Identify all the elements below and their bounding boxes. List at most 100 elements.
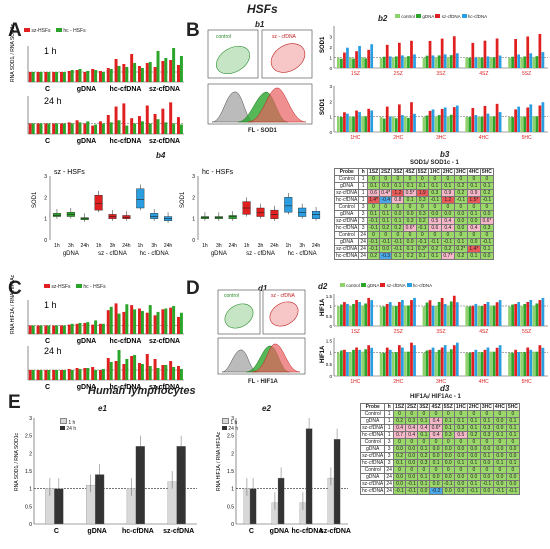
table-cell: 1.9 [415,189,429,197]
table-cell: 0 [453,231,468,239]
table-cell: 0 [427,175,442,183]
y-tick-label: 1.5 [227,469,234,475]
y-axis-label: SOD1 [32,191,38,208]
table-row: Control 24 0 0 0 0 0 0 0 0 0 0 [359,466,520,474]
bar [492,305,496,326]
box [94,195,103,211]
table-cell: Control [333,203,360,211]
bar [410,40,413,68]
bar [172,123,176,134]
bar [431,305,435,326]
bar [153,113,157,134]
table-cell: 0 [466,466,481,474]
table-cell: -0.1 [453,196,468,204]
bar [75,368,79,380]
table-cell: 0.1 [441,417,455,425]
legend-swatch-1h [60,418,67,424]
bar [336,117,340,132]
bar [176,446,186,525]
table-cell: 0.2 [466,431,481,439]
bar [495,302,499,326]
y-tick-label: 0.5 [227,504,234,510]
table-cell: 0.3 [479,431,494,439]
bar [98,71,102,82]
sublabel-d2: d2 [318,282,328,291]
bar [517,302,521,326]
table-cell: sz-cfDNA [359,452,386,460]
bar [428,110,432,132]
legend-b2: control gDNA sz-cfDNA hc-cfDNA [395,14,487,19]
bar [156,51,160,82]
bar [55,123,59,134]
bar [367,297,371,326]
y-tick-label: 1.5 [326,294,333,299]
legend-label-hc: hc - HSFs [63,28,86,34]
bar [486,56,490,68]
legend-swatch-gdna [416,14,422,18]
table-cell: 0.1 [417,480,431,488]
bar [468,306,472,326]
legend-swatch-sz [24,28,30,32]
bar [388,349,392,376]
bar [468,352,472,376]
bar [333,439,341,525]
chart-c-24h: 24 h C gDNA hc-cfDNA sz-cfDNA [27,346,184,391]
table-cell: 0.8 [391,196,405,204]
bar [133,63,137,82]
bar [489,305,493,326]
table-cell: -0.1 [492,487,507,495]
y-tick-label: 2 [329,99,332,104]
time-tick-label: 1h [285,243,291,249]
table-cell: 0 [453,438,468,446]
table-header-cell: 3SZ [391,168,405,176]
bar [535,116,539,132]
bar [452,345,456,376]
bar [176,317,180,334]
bar [535,351,539,376]
bar [361,305,364,326]
bar [161,365,165,380]
bar [382,118,386,132]
table-cell: 0.0 [453,452,468,460]
table-cell: 0.1 [440,182,455,190]
bar [59,72,63,82]
group-label: hc - cfDNA [140,251,169,257]
bar [434,116,438,132]
table-cell: 0.0 [440,210,455,218]
table-cell: 0.4 [440,217,455,225]
table-cell: 0.1 [466,210,481,218]
table-header-cell: 1SZ [366,168,381,176]
bar [340,350,343,376]
legend-label-szcf: sz-cfDNA [386,283,406,288]
table-header-cell: 4SZ [403,168,417,176]
table-cell: 0.6* [403,224,417,232]
category-label: 3SZ [436,329,445,335]
bar [75,70,79,82]
bar [70,323,74,334]
bar [31,370,35,380]
table-cell: 0 [405,466,419,474]
bar [443,304,447,326]
bar [498,345,502,376]
table-cell: -0.1 [505,487,520,495]
bar [169,60,173,82]
bar [517,106,521,132]
table-cell: 0.1 [392,459,407,467]
bar [449,55,453,68]
table-row: gDNA 24 -0.1 -0.1 -0.1 0.0 -0.1 -0.1 -0.1 0.1 0.0-… [333,238,494,246]
bar [538,33,542,68]
bar [91,324,95,334]
table-cell: 0.0 [453,224,468,232]
bar [179,369,183,380]
y-tick-label: 1 [231,487,234,493]
legend-label-gdna: gDNA [367,283,380,288]
bar [508,57,511,68]
category-label: 5SZ [522,329,531,335]
time-label: 1 h [44,46,57,56]
bar [397,345,401,376]
table-cell: 0.0 [505,473,520,481]
bar [529,300,533,326]
y-tick-label: 2 [231,451,234,457]
table-cell: 0.0 [453,445,468,453]
legend-swatch-hccf [406,283,412,287]
